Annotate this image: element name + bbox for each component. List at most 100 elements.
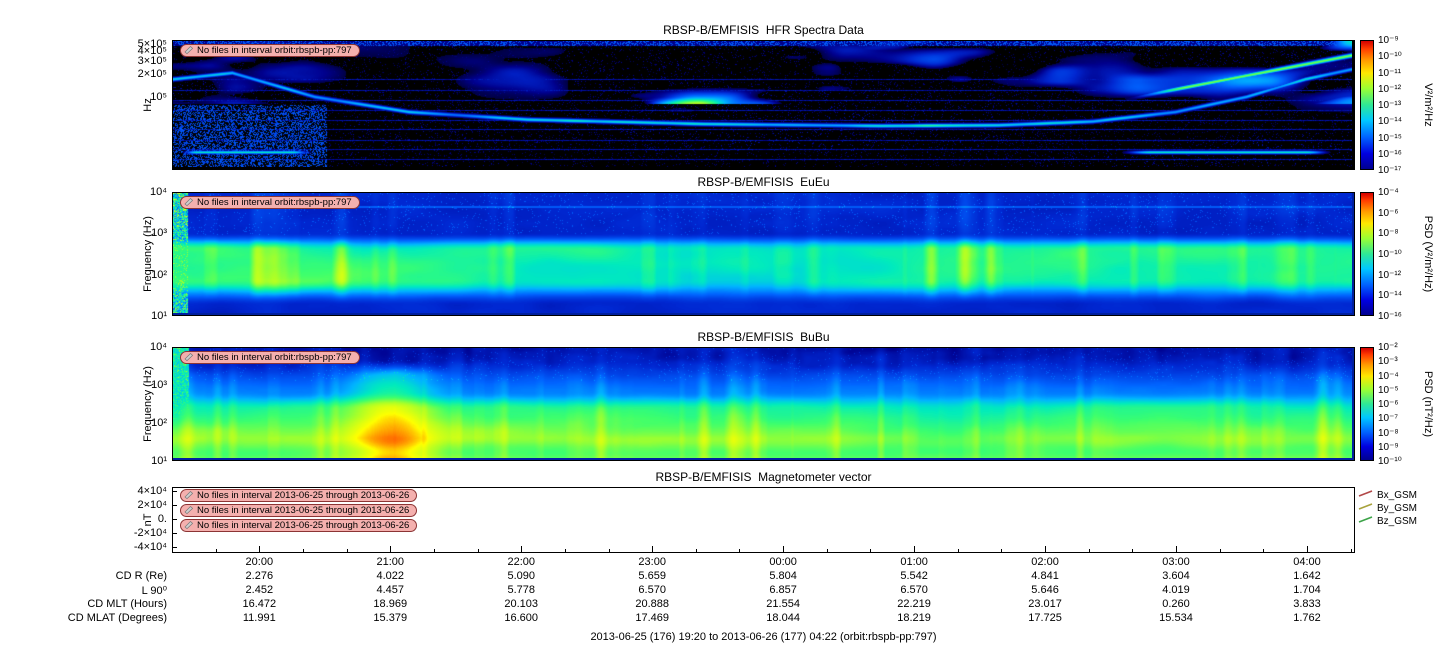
colorbar-tick-label: 10⁻⁶	[1378, 207, 1399, 219]
ephemeris-value: 20.888	[635, 598, 669, 610]
colorbar-tick-label: 10⁻³	[1378, 356, 1398, 368]
pencil-icon	[184, 505, 194, 517]
ephemeris-value: 4.022	[376, 570, 405, 582]
ephemeris-value: 20.103	[504, 598, 539, 610]
eueu-spectrogram-plot	[172, 192, 1355, 316]
ephemeris-value: 5.778	[507, 584, 535, 596]
time-range-caption: 2013-06-25 (176) 19:20 to 2013-06-26 (17…	[590, 631, 937, 643]
colorbar-tick-label: 10⁻²	[1378, 342, 1398, 353]
time-minor-tick-mark	[477, 549, 479, 552]
ephemeris-row-label: CD MLAT (Degrees)	[67, 612, 167, 624]
colorbar-tick-label: 10⁻¹²	[1378, 83, 1402, 95]
ephemeris-value: 18.969	[373, 598, 408, 610]
ephemeris-value: 6.857	[769, 584, 797, 596]
ephemeris-value: 4.019	[1162, 584, 1190, 596]
y-tick-label: 10²	[151, 268, 167, 281]
panel-title: RBSP-B/EMFISIS Magnetometer vector	[655, 470, 872, 484]
ephemeris-value: 17.725	[1028, 612, 1062, 624]
y-tick-mark	[173, 505, 177, 507]
bubu-spectrogram-canvas	[173, 348, 1352, 458]
ephemeris-value: 2.452	[245, 584, 274, 596]
y-tick-label: 10³	[151, 379, 167, 391]
ephemeris-value: 5.659	[638, 570, 666, 582]
time-tick-mark	[259, 546, 261, 552]
ephemeris-value: 4.841	[1031, 570, 1059, 582]
no-files-badge: No files in interval 2013-06-25 through …	[180, 519, 418, 532]
ephemeris-value: 1.762	[1293, 612, 1321, 624]
time-minor-tick-mark	[1132, 549, 1134, 552]
pencil-icon	[184, 520, 194, 532]
ephemeris-value: 3.604	[1162, 570, 1190, 582]
time-tick-label: 20:00	[245, 556, 274, 568]
y-tick-label: 2×10⁴	[137, 499, 167, 512]
ephemeris-row-label: CD MLT (Hours)	[87, 598, 167, 610]
time-minor-tick-mark	[1088, 549, 1090, 552]
ephemeris-value: 16.472	[242, 598, 277, 610]
ephemeris-value: 2.276	[245, 570, 274, 582]
hfr-colorbar-unit-label: V²/m²/Hz	[1422, 83, 1434, 127]
colorbar-tick-label: 10⁻¹⁰	[1378, 456, 1402, 467]
eueu-colorbar	[1360, 192, 1374, 316]
colorbar-tick-label: 10⁻¹¹	[1378, 67, 1402, 79]
ephemeris-value: 18.219	[897, 612, 931, 624]
time-minor-tick-mark	[1350, 549, 1352, 552]
eueu-colorbar-unit-label: PSD (V²/m²/Hz)	[1422, 215, 1434, 293]
time-tick-mark	[521, 546, 523, 552]
time-minor-tick-mark	[302, 549, 304, 552]
legend-item-bz_gsm: Bz_GSM	[1358, 515, 1417, 527]
y-tick-label: 2×10⁵	[137, 68, 167, 81]
bubu-colorbar	[1360, 347, 1374, 461]
ephemeris-value: 21.554	[766, 598, 800, 610]
time-minor-tick-mark	[346, 549, 348, 552]
colorbar-tick-label: 10⁻¹⁵	[1378, 132, 1402, 144]
pencil-icon	[184, 352, 194, 364]
time-tick-label: 23:00	[638, 556, 666, 568]
y-tick-mark	[173, 533, 177, 535]
time-minor-tick-mark	[695, 549, 697, 552]
colorbar-tick-label: 10⁻¹²	[1378, 269, 1402, 281]
no-files-badge: No files in interval orbit:rbspb-pp:797	[180, 351, 360, 364]
ephemeris-row-label: L 90⁰	[141, 585, 167, 597]
y-tick-label: 4×10⁴	[137, 485, 167, 498]
colorbar-tick-label: 10⁻¹⁰	[1378, 51, 1402, 63]
ephemeris-value: 17.469	[635, 612, 669, 624]
y-tick-label: 10⁴	[150, 341, 167, 353]
time-tick-mark	[390, 546, 392, 552]
colorbar-tick-label: 10⁻⁵	[1378, 384, 1399, 396]
colorbar-tick-label: 10⁻¹⁰	[1378, 249, 1402, 260]
colorbar-tick-label: 10⁻¹⁶	[1378, 311, 1402, 322]
pencil-icon	[184, 45, 194, 57]
time-tick-mark	[1045, 546, 1047, 552]
time-tick-label: 01:00	[900, 556, 928, 568]
panel-title: RBSP-B/EMFISIS HFR Spectra Data	[663, 23, 864, 37]
y-tick-label: 5×10⁵	[137, 37, 167, 50]
colorbar-tick-label: 10⁻⁹	[1378, 35, 1399, 46]
time-tick-label: 22:00	[507, 556, 535, 568]
colorbar-tick-label: 10⁻⁴	[1378, 187, 1399, 198]
colorbar-tick-label: 10⁻¹⁶	[1378, 148, 1402, 160]
bubu-colorbar-unit-label: PSD (nT²/Hz)	[1422, 371, 1434, 437]
panel-title: RBSP-B/EMFISIS BuBu	[697, 330, 830, 344]
pencil-icon	[184, 490, 194, 502]
legend-label: Bx_GSM	[1377, 489, 1418, 501]
y-tick-label: -2×10⁴	[133, 527, 167, 540]
ephemeris-value: 4.457	[376, 584, 405, 596]
time-minor-tick-mark	[957, 549, 959, 552]
panel-title: RBSP-B/EMFISIS EuEu	[697, 175, 830, 189]
time-tick-mark	[1176, 546, 1177, 552]
ephemeris-value: 5.542	[900, 570, 928, 582]
colorbar-tick-label: 10⁻⁴	[1378, 370, 1399, 382]
time-minor-tick-mark	[826, 549, 828, 552]
badge-text: No files in interval 2013-06-25 through …	[197, 505, 410, 516]
colorbar-tick-label: 10⁻⁹	[1378, 441, 1399, 453]
y-tick-label: -4×10⁴	[133, 541, 167, 554]
ephemeris-row-label: CD R (Re)	[115, 570, 167, 582]
colorbar-tick-label: 10⁻⁸	[1378, 427, 1399, 439]
badge-text: No files in interval orbit:rbspb-pp:797	[197, 352, 352, 363]
no-files-badge: No files in interval 2013-06-25 through …	[180, 504, 418, 517]
y-tick-label: 10¹	[151, 310, 167, 322]
ephemeris-value: 16.600	[504, 612, 539, 624]
y-axis-label: Frequency (Hz)	[142, 366, 154, 442]
time-minor-tick-mark	[739, 549, 741, 552]
